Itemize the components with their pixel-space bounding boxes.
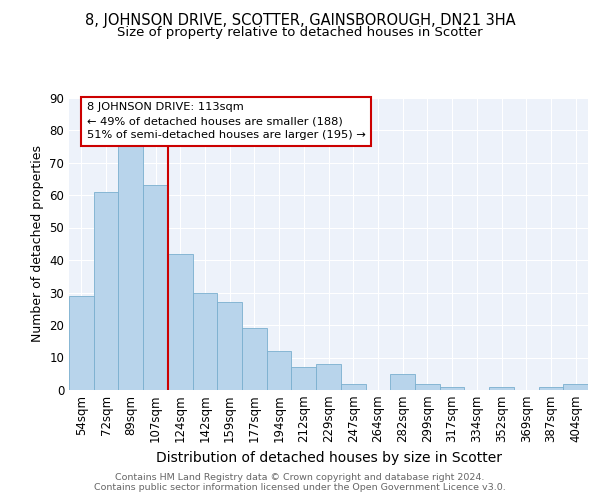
Bar bbox=[168, 254, 193, 390]
Bar bbox=[539, 387, 563, 390]
Bar bbox=[489, 387, 514, 390]
Bar bbox=[563, 384, 588, 390]
Bar bbox=[69, 296, 94, 390]
Bar bbox=[118, 143, 143, 390]
Text: 8, JOHNSON DRIVE, SCOTTER, GAINSBOROUGH, DN21 3HA: 8, JOHNSON DRIVE, SCOTTER, GAINSBOROUGH,… bbox=[85, 12, 515, 28]
Bar bbox=[390, 374, 415, 390]
Bar bbox=[267, 351, 292, 390]
Bar bbox=[415, 384, 440, 390]
Bar bbox=[242, 328, 267, 390]
Bar bbox=[292, 367, 316, 390]
Text: 8 JOHNSON DRIVE: 113sqm
← 49% of detached houses are smaller (188)
51% of semi-d: 8 JOHNSON DRIVE: 113sqm ← 49% of detache… bbox=[87, 102, 365, 141]
Y-axis label: Number of detached properties: Number of detached properties bbox=[31, 145, 44, 342]
Bar bbox=[94, 192, 118, 390]
X-axis label: Distribution of detached houses by size in Scotter: Distribution of detached houses by size … bbox=[155, 451, 502, 465]
Bar bbox=[217, 302, 242, 390]
Bar bbox=[316, 364, 341, 390]
Bar bbox=[341, 384, 365, 390]
Bar bbox=[193, 292, 217, 390]
Bar bbox=[440, 387, 464, 390]
Text: Size of property relative to detached houses in Scotter: Size of property relative to detached ho… bbox=[117, 26, 483, 39]
Bar bbox=[143, 185, 168, 390]
Text: Contains HM Land Registry data © Crown copyright and database right 2024.
Contai: Contains HM Land Registry data © Crown c… bbox=[94, 473, 506, 492]
